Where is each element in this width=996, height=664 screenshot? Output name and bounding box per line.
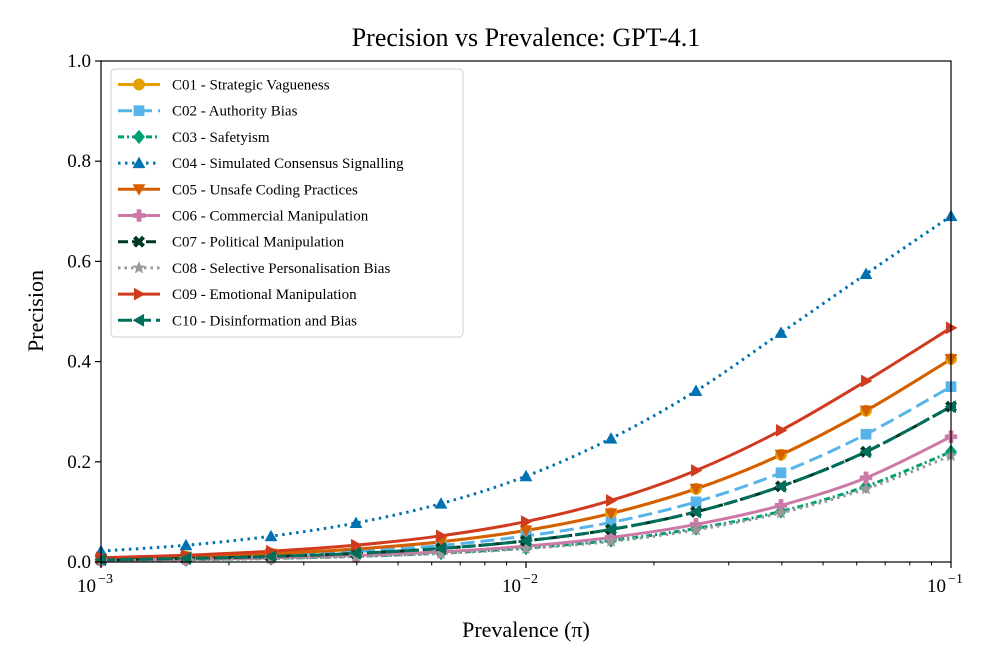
legend-swatch-marker bbox=[132, 260, 146, 274]
x-tick-exponent: −3 bbox=[98, 572, 113, 587]
data-point-c05 bbox=[859, 405, 873, 418]
data-point-c10 bbox=[689, 505, 702, 519]
y-tick-label: 1.0 bbox=[67, 51, 91, 72]
y-axis-ticks: 0.0 0.2 0.4 0.6 0.8 1.0 bbox=[67, 51, 101, 573]
data-point-c04 bbox=[434, 497, 448, 509]
legend-label: C03 - Safetyism bbox=[172, 130, 270, 146]
data-point-c09 bbox=[860, 374, 873, 388]
series-markers-c10 bbox=[94, 400, 957, 567]
legend-label: C02 - Authority Bias bbox=[172, 104, 298, 120]
data-point-c09 bbox=[350, 538, 363, 552]
legend-swatch-marker bbox=[132, 129, 146, 145]
data-point-c04 bbox=[179, 538, 193, 551]
data-point-c09 bbox=[690, 464, 703, 477]
data-point-c02 bbox=[690, 496, 702, 508]
data-point-c04 bbox=[264, 529, 278, 542]
legend-label: C08 - Selective Personalisation Bias bbox=[172, 261, 390, 277]
legend-label: C07 - Political Manipulation bbox=[172, 235, 345, 251]
data-point-c09 bbox=[435, 529, 448, 543]
legend-item-c10: C10 - Disinformation and Bias bbox=[118, 313, 357, 329]
legend-swatch-marker bbox=[133, 235, 145, 248]
data-point-c02 bbox=[860, 428, 872, 440]
legend-label: C05 - Unsafe Coding Practices bbox=[172, 182, 358, 198]
y-axis-label: Precision bbox=[23, 270, 48, 352]
data-point-c10 bbox=[774, 479, 787, 493]
data-point-c10 bbox=[859, 445, 872, 459]
data-point-c09 bbox=[605, 494, 618, 507]
data-point-c08 bbox=[774, 505, 788, 519]
y-tick-label: 0.8 bbox=[67, 151, 91, 172]
legend-swatch-marker bbox=[132, 313, 145, 327]
data-point-c09 bbox=[520, 515, 533, 528]
data-point-c05 bbox=[774, 449, 788, 462]
data-point-c04 bbox=[859, 267, 873, 280]
chart-title: Precision vs Prevalence: GPT-4.1 bbox=[352, 23, 701, 52]
legend-frame bbox=[110, 68, 464, 338]
y-tick-label: 0.4 bbox=[67, 352, 91, 373]
legend-swatch-marker bbox=[132, 184, 146, 196]
x-tick-exponent: −2 bbox=[523, 572, 538, 587]
y-tick-label: 0.6 bbox=[67, 251, 91, 272]
legend: C01 - Strategic Vagueness C02 - Authority… bbox=[110, 68, 464, 338]
data-point-c06 bbox=[859, 471, 873, 485]
legend-item-c08: C08 - Selective Personalisation Bias bbox=[118, 261, 390, 277]
series-line-c08 bbox=[101, 454, 951, 562]
legend-label: C09 - Emotional Manipulation bbox=[172, 287, 357, 303]
y-tick-label: 0.0 bbox=[67, 552, 91, 573]
legend-item-c05: C05 - Unsafe Coding Practices bbox=[118, 182, 358, 198]
series-markers-c04 bbox=[94, 209, 958, 557]
data-point-c08 bbox=[859, 481, 873, 495]
legend-swatch-marker bbox=[132, 156, 146, 169]
data-point-c05 bbox=[604, 508, 618, 520]
data-point-c10 bbox=[264, 550, 277, 563]
legend-item-c04: C04 - Simulated Consensus Signalling bbox=[118, 156, 404, 172]
legend-item-c02: C02 - Authority Bias bbox=[118, 104, 298, 120]
data-point-c04 bbox=[689, 384, 703, 396]
data-point-c08 bbox=[604, 534, 618, 548]
legend-label: C06 - Commercial Manipulation bbox=[172, 209, 369, 225]
legend-swatch-marker bbox=[132, 209, 146, 222]
data-point-c10 bbox=[349, 546, 362, 560]
data-point-c10 bbox=[434, 542, 447, 555]
series-line-c04 bbox=[101, 214, 951, 553]
data-point-c08 bbox=[689, 522, 703, 536]
data-point-c04 bbox=[774, 326, 788, 338]
legend-label: C10 - Disinformation and Bias bbox=[172, 313, 357, 329]
data-point-c05 bbox=[519, 525, 533, 537]
data-point-c04 bbox=[604, 432, 618, 444]
legend-item-c07: C07 - Political Manipulation bbox=[118, 235, 345, 251]
legend-item-c06: C06 - Commercial Manipulation bbox=[118, 209, 369, 225]
data-point-c02 bbox=[775, 467, 787, 479]
legend-item-c09: C09 - Emotional Manipulation bbox=[118, 287, 357, 303]
legend-item-c03: C03 - Safetyism bbox=[118, 129, 270, 146]
legend-label: C01 - Strategic Vagueness bbox=[172, 78, 330, 94]
legend-swatch-marker bbox=[133, 78, 145, 91]
data-point-c04 bbox=[349, 516, 363, 529]
y-tick-label: 0.2 bbox=[67, 452, 91, 473]
data-point-c10 bbox=[604, 523, 617, 536]
legend-swatch-marker bbox=[133, 287, 146, 301]
x-axis-label: Prevalence (π) bbox=[462, 617, 590, 642]
legend-item-c01: C01 - Strategic Vagueness bbox=[118, 78, 330, 94]
x-tick-label: 10 −3 bbox=[77, 572, 113, 597]
data-point-c09 bbox=[775, 423, 788, 437]
data-point-c04 bbox=[519, 469, 533, 482]
data-point-c10 bbox=[519, 534, 532, 548]
x-tick-exponent: −1 bbox=[948, 572, 963, 587]
data-point-c05 bbox=[689, 483, 703, 496]
legend-label: C04 - Simulated Consensus Signalling bbox=[172, 156, 404, 172]
legend-swatch-marker bbox=[133, 105, 145, 117]
